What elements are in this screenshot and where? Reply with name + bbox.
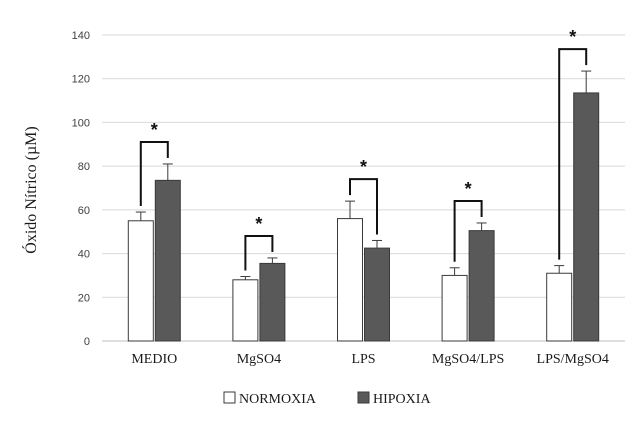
y-tick-label: 100: [72, 117, 90, 129]
x-axis-categories: MEDIO MgSO4 LPS MgSO4/LPS LPS/MgSO4: [131, 352, 609, 367]
legend: NORMOXIA HIPOXIA: [223, 391, 431, 407]
x-category-label: LPS/MgSO4: [537, 352, 609, 367]
normoxia-bar: [337, 218, 363, 342]
hipoxia-legend-swatch: [357, 391, 370, 404]
y-tick-label: 140: [72, 30, 90, 42]
hipoxia-bar: [154, 179, 181, 342]
normoxia-bar: [441, 274, 468, 342]
significance-star: *: [569, 27, 576, 47]
hipoxia-bar: [573, 92, 600, 342]
hipoxia-bar: [259, 262, 286, 342]
gridlines: [102, 34, 625, 342]
significance-star: *: [151, 120, 158, 140]
y-axis-ticks: 0 20 40 60 80 100 120 140: [72, 30, 90, 348]
normoxia-legend-swatch: [223, 391, 236, 404]
significance-bracket: [558, 48, 588, 260]
y-tick-label: 60: [78, 205, 90, 217]
significance-star: *: [465, 179, 472, 199]
significance-bracket: [139, 140, 169, 207]
y-tick-label: 40: [78, 249, 90, 261]
significance-bracket: [453, 199, 483, 262]
y-tick-label: 120: [72, 74, 90, 86]
normoxia-legend-label: NORMOXIA: [239, 392, 317, 407]
x-category-label: MgSO4: [237, 352, 281, 367]
normoxia-bar: [127, 220, 154, 342]
x-category-label: MEDIO: [131, 352, 177, 367]
x-category-label: MgSO4/LPS: [432, 352, 504, 367]
hipoxia-bar: [468, 230, 495, 342]
significance-bracket: [244, 234, 274, 271]
significance-bracket: [349, 178, 378, 235]
y-tick-label: 0: [84, 336, 90, 348]
normoxia-bar: [232, 279, 259, 342]
bars: [127, 70, 600, 342]
significance-star: *: [360, 157, 367, 177]
y-tick-label: 80: [78, 161, 90, 173]
hipoxia-bar: [364, 247, 390, 342]
y-tick-label: 20: [78, 292, 90, 304]
hipoxia-legend-label: HIPOXIA: [373, 392, 431, 407]
x-category-label: LPS: [351, 352, 375, 367]
significance-brackets: * * * * *: [139, 27, 588, 271]
significance-star: *: [255, 214, 262, 234]
y-axis-label: Óxido Nítrico (µM): [21, 126, 40, 253]
normoxia-bar: [546, 272, 573, 342]
